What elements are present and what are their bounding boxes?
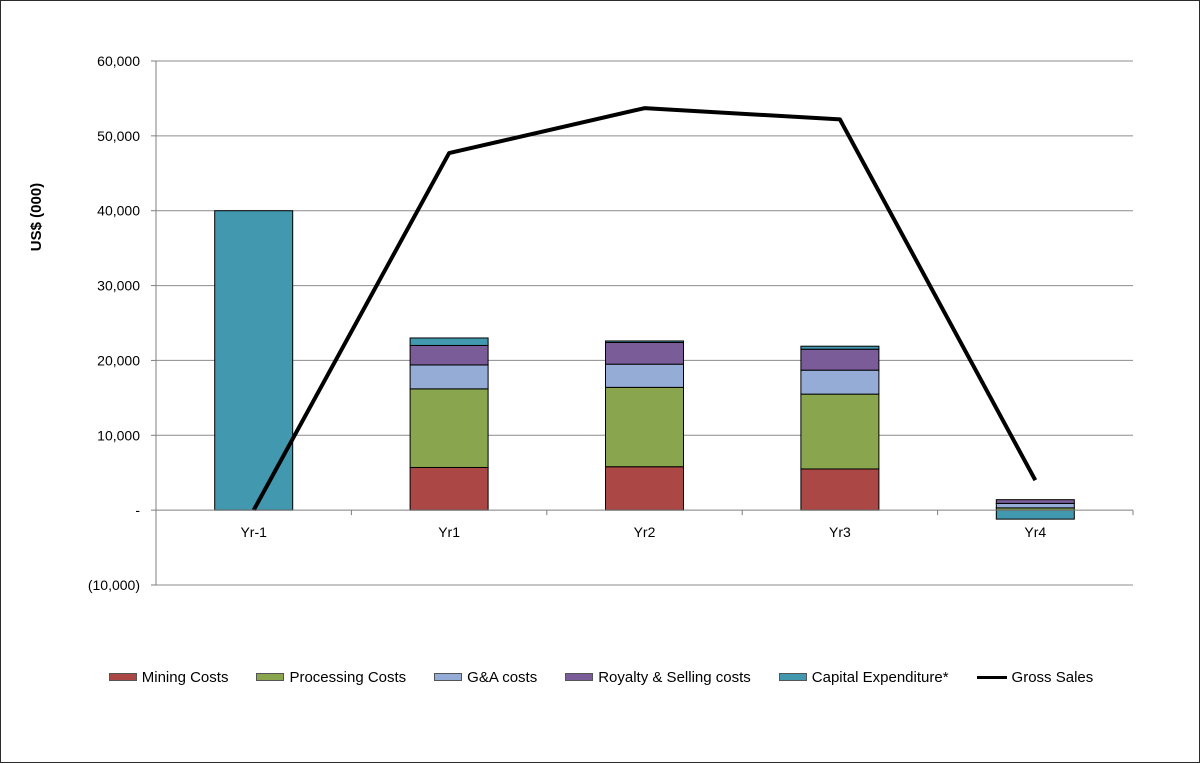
y-tick-label: 40,000 (97, 203, 140, 219)
x-tick-label: Yr-1 (240, 524, 267, 540)
line-layer (251, 106, 1038, 512)
y-axis-label: US$ (000) (28, 183, 45, 251)
y-tick-label: 10,000 (97, 427, 140, 443)
y-tick-label: (10,000) (88, 577, 140, 593)
bar-segment (605, 466, 684, 511)
y-tick-label: - (135, 502, 140, 518)
axis-layer: 60,000 50,000 40,000 30,000 20,000 10,000 - (10… (88, 53, 1134, 593)
legend-swatch (108, 673, 137, 681)
x-tick-label: Yr3 (829, 524, 851, 540)
y-tick-label: 50,000 (97, 128, 140, 144)
bar-segment (409, 388, 489, 468)
legend-label: Mining Costs (141, 668, 229, 686)
bar-segment (409, 466, 489, 511)
bar-segment (605, 341, 684, 365)
bar-segment (409, 364, 489, 390)
legend: Mining Costs Processing Costs G&A costs Roy… (1, 665, 1200, 689)
legend-item: Mining Costs (108, 668, 229, 686)
legend-item: G&A costs (434, 669, 537, 686)
legend-line-swatch (976, 675, 1007, 679)
bar-segment (995, 499, 1075, 504)
legend-item: Capital Expenditure* (778, 668, 949, 686)
bar-segment (800, 468, 880, 511)
legend-swatch (434, 673, 463, 681)
legend-label: G&A costs (467, 668, 538, 686)
bar-segment (800, 369, 880, 395)
gross-sales-line (251, 106, 1038, 512)
legend-item: Processing Costs (256, 669, 406, 686)
bar-segment (995, 502, 1075, 509)
legend-label: Royalty & Selling costs (598, 668, 751, 686)
bar-segment (800, 393, 880, 470)
legend-label: Processing Costs (289, 668, 407, 686)
x-tick-label: Yr1 (438, 524, 460, 540)
bar-segment (605, 386, 684, 468)
legend-label: Capital Expenditure* (811, 668, 949, 686)
legend-swatch (256, 673, 285, 681)
bar-segment (409, 344, 489, 366)
legend-item: Royalty & Selling costs (565, 669, 751, 686)
bar-segment (995, 509, 1075, 520)
y-tick-label: 30,000 (97, 278, 140, 294)
legend-swatch (778, 673, 807, 681)
bar-segment (605, 340, 684, 343)
y-tick-label: 60,000 (97, 53, 140, 69)
bar-segment (409, 337, 489, 346)
legend-swatch (565, 673, 594, 681)
x-tick-label: Yr4 (1024, 524, 1046, 540)
bar-segment (214, 210, 294, 511)
bar-segment (800, 345, 880, 350)
bar-layer (214, 210, 1075, 520)
x-tick-label: Yr2 (634, 524, 656, 540)
y-tick-label: 20,000 (97, 352, 140, 368)
bar-segment (605, 363, 684, 388)
legend-label: Gross Sales (1011, 668, 1094, 686)
bar-segment (800, 348, 880, 371)
legend-item: Gross Sales (976, 668, 1094, 686)
